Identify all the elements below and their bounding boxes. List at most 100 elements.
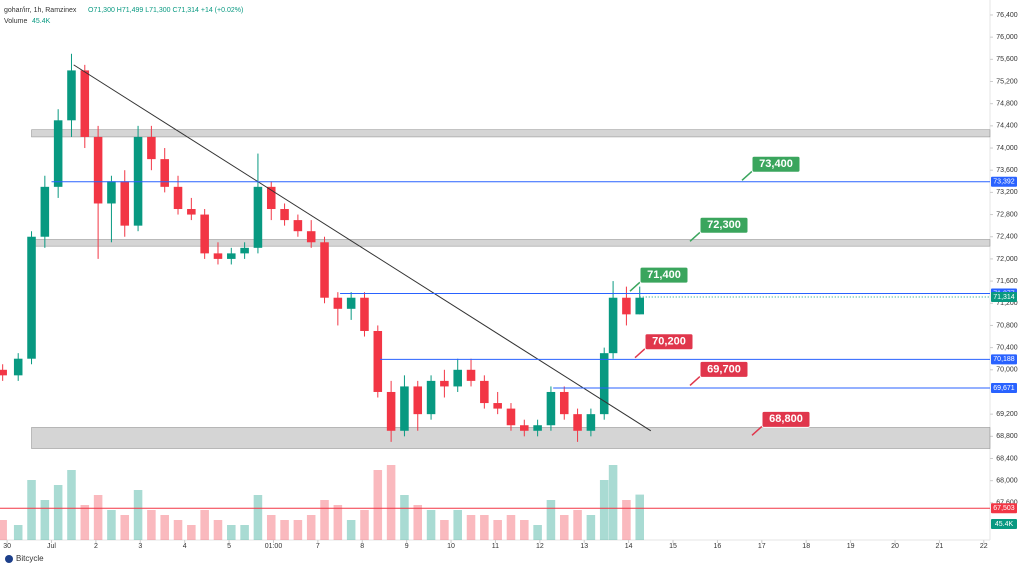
- candle-body: [360, 297, 369, 331]
- volume-bar: [173, 520, 183, 540]
- volume-bar: [506, 515, 516, 540]
- callout-box: [699, 216, 749, 234]
- candle-body: [266, 186, 276, 210]
- y-tick-label: 76,000: [996, 34, 1018, 41]
- volume-bar: [147, 510, 156, 540]
- x-tick-label: 3: [138, 543, 142, 550]
- candle-body: [213, 253, 223, 259]
- candle-body: [440, 380, 449, 387]
- axis-tag-label: 67,503: [993, 505, 1015, 512]
- candle-body: [608, 297, 618, 354]
- candle-body: [333, 297, 343, 309]
- candle-body: [386, 391, 396, 431]
- candle-body: [546, 391, 556, 426]
- x-tick-label: 13: [580, 543, 588, 550]
- candle-body: [160, 159, 169, 187]
- volume-bar: [400, 495, 409, 540]
- candle-body: [346, 297, 356, 309]
- volume-bar: [413, 505, 423, 540]
- axis-tag: [991, 503, 1017, 514]
- x-tick-label: 20: [891, 543, 899, 550]
- candle-body: [520, 425, 529, 431]
- y-tick-label: 68,000: [996, 478, 1018, 485]
- candle-body: [293, 220, 303, 232]
- volume-bar: [53, 485, 63, 540]
- y-tick-label: 73,200: [996, 189, 1018, 196]
- brand: Bitcycle: [16, 554, 44, 563]
- volume-bar: [120, 515, 130, 540]
- volume-bar: [466, 515, 476, 540]
- axis-tag: [991, 383, 1017, 394]
- candle-body: [622, 297, 631, 315]
- callout-pointer: [751, 425, 763, 436]
- volume-bar: [200, 510, 209, 540]
- candle-body: [453, 369, 462, 387]
- candle-body: [120, 181, 130, 226]
- volume-bar: [373, 470, 383, 540]
- volume-bar: [599, 480, 609, 540]
- callout-pointer: [629, 281, 641, 292]
- x-tick-label: 30: [3, 543, 11, 550]
- callout-box: [644, 333, 694, 351]
- candle-body: [93, 136, 103, 204]
- axis-tag: [991, 176, 1017, 187]
- candle-body: [200, 214, 209, 254]
- x-tick-label: 8: [360, 543, 364, 550]
- x-tick-label: 9: [405, 543, 409, 550]
- volume-bar: [622, 500, 631, 540]
- volume-bar: [13, 525, 23, 540]
- callout: 68,800: [751, 410, 811, 436]
- x-tick-label: 21: [935, 543, 943, 550]
- callout-box: [699, 360, 749, 378]
- y-tick-label: 73,600: [996, 167, 1018, 174]
- candle-body: [426, 380, 436, 415]
- volume-bar: [573, 510, 582, 540]
- x-tick-label: 10: [447, 543, 455, 550]
- x-tick-label: 19: [847, 543, 855, 550]
- y-tick-label: 72,400: [996, 234, 1018, 241]
- axis-tag: [991, 519, 1017, 529]
- callout-pointer: [741, 170, 753, 181]
- y-tick-label: 71,200: [996, 300, 1018, 307]
- candle-body: [13, 358, 23, 376]
- y-tick-label: 68,800: [996, 433, 1018, 440]
- volume-bar: [40, 500, 50, 540]
- callout-box: [639, 266, 689, 284]
- candle-body: [27, 236, 36, 359]
- x-tick-label: 4: [183, 543, 187, 550]
- x-tick-label: 7: [316, 543, 320, 550]
- volume-bar: [360, 510, 369, 540]
- volume-bar: [635, 494, 644, 540]
- callout-pointer: [689, 375, 701, 386]
- callout-label: 72,300: [707, 219, 741, 231]
- x-tick-label: 16: [714, 543, 722, 550]
- volume-bar: [227, 525, 236, 540]
- axis-tag-label: 45.4K: [995, 521, 1014, 528]
- volume-bar: [187, 525, 196, 540]
- candle-body: [187, 209, 196, 215]
- volume-bar: [107, 510, 116, 540]
- candle-body: [147, 136, 156, 160]
- candle-body: [506, 408, 516, 426]
- candle-body: [400, 386, 409, 431]
- x-tick-label: 17: [758, 543, 766, 550]
- candle-body: [533, 425, 542, 431]
- volume-bar: [440, 520, 449, 540]
- callout-pointer: [689, 231, 701, 242]
- volume-bar: [80, 505, 90, 540]
- volume-bar: [27, 480, 36, 540]
- y-tick-label: 74,400: [996, 123, 1018, 130]
- axis-tag: [991, 354, 1017, 365]
- volume-bar: [493, 520, 502, 540]
- callout: 71,400: [629, 266, 689, 292]
- volume-bar: [453, 510, 462, 540]
- callout-label: 69,700: [707, 363, 741, 375]
- x-tick-label: 01:00: [265, 543, 283, 550]
- candle-body: [173, 186, 183, 210]
- volume-bar: [520, 520, 529, 540]
- volume-label: Volume: [4, 18, 27, 25]
- volume-bar: [266, 515, 276, 540]
- candle-body: [107, 181, 116, 204]
- x-tick-label: 12: [536, 543, 544, 550]
